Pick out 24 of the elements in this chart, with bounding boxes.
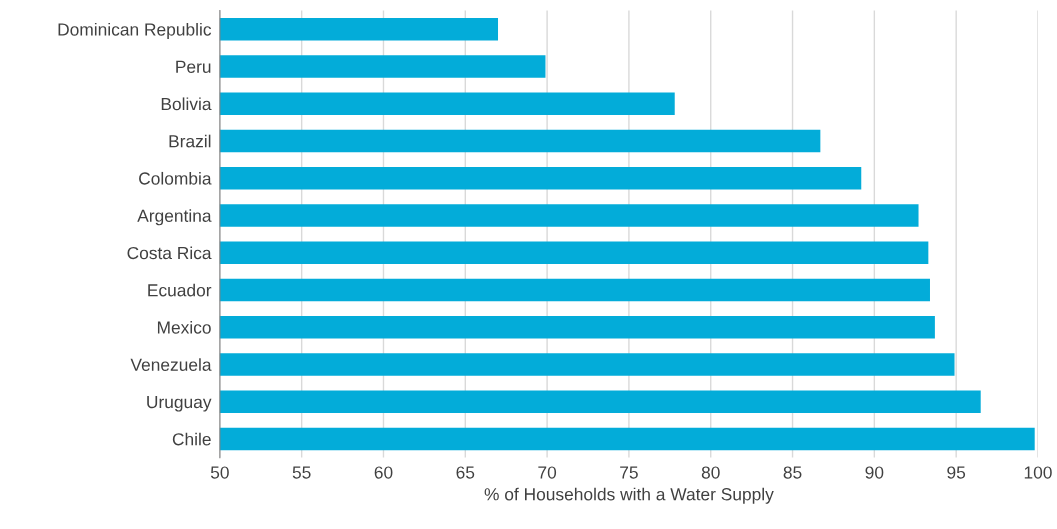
y-tick-label: Uruguay xyxy=(147,396,212,412)
x-tick-label: 50 xyxy=(210,466,229,479)
x-tick-label: 90 xyxy=(865,466,884,479)
x-tick-label: 100 xyxy=(1024,466,1052,479)
x-tick-label: 80 xyxy=(701,466,720,479)
x-tick-label: 85 xyxy=(783,466,802,479)
y-tick-label: Argentina xyxy=(137,209,212,226)
y-tick-label: Colombia xyxy=(139,171,212,185)
x-tick-label: 70 xyxy=(538,466,557,479)
x-tick-label: 55 xyxy=(292,466,311,479)
y-tick-label: Peru xyxy=(176,60,211,73)
y-tick-label: Mexico xyxy=(157,320,211,334)
x-axis-title: % of Households with a Water Supply xyxy=(484,487,774,504)
y-tick-label: Ecuador xyxy=(148,283,212,297)
y-tick-label: Dominican Republic xyxy=(58,22,212,40)
x-tick-label: 60 xyxy=(374,466,393,479)
y-tick-label: Venezuela xyxy=(130,358,212,371)
y-tick-label: Costa Rica xyxy=(127,246,212,260)
y-tick-label: Bolivia xyxy=(161,97,212,111)
y-tick-label: Chile xyxy=(172,432,211,446)
x-tick-label: 65 xyxy=(456,466,475,479)
y-tick-label: Brazil xyxy=(169,134,211,148)
x-tick-label: 95 xyxy=(947,466,966,479)
x-tick-label: 75 xyxy=(620,466,638,479)
